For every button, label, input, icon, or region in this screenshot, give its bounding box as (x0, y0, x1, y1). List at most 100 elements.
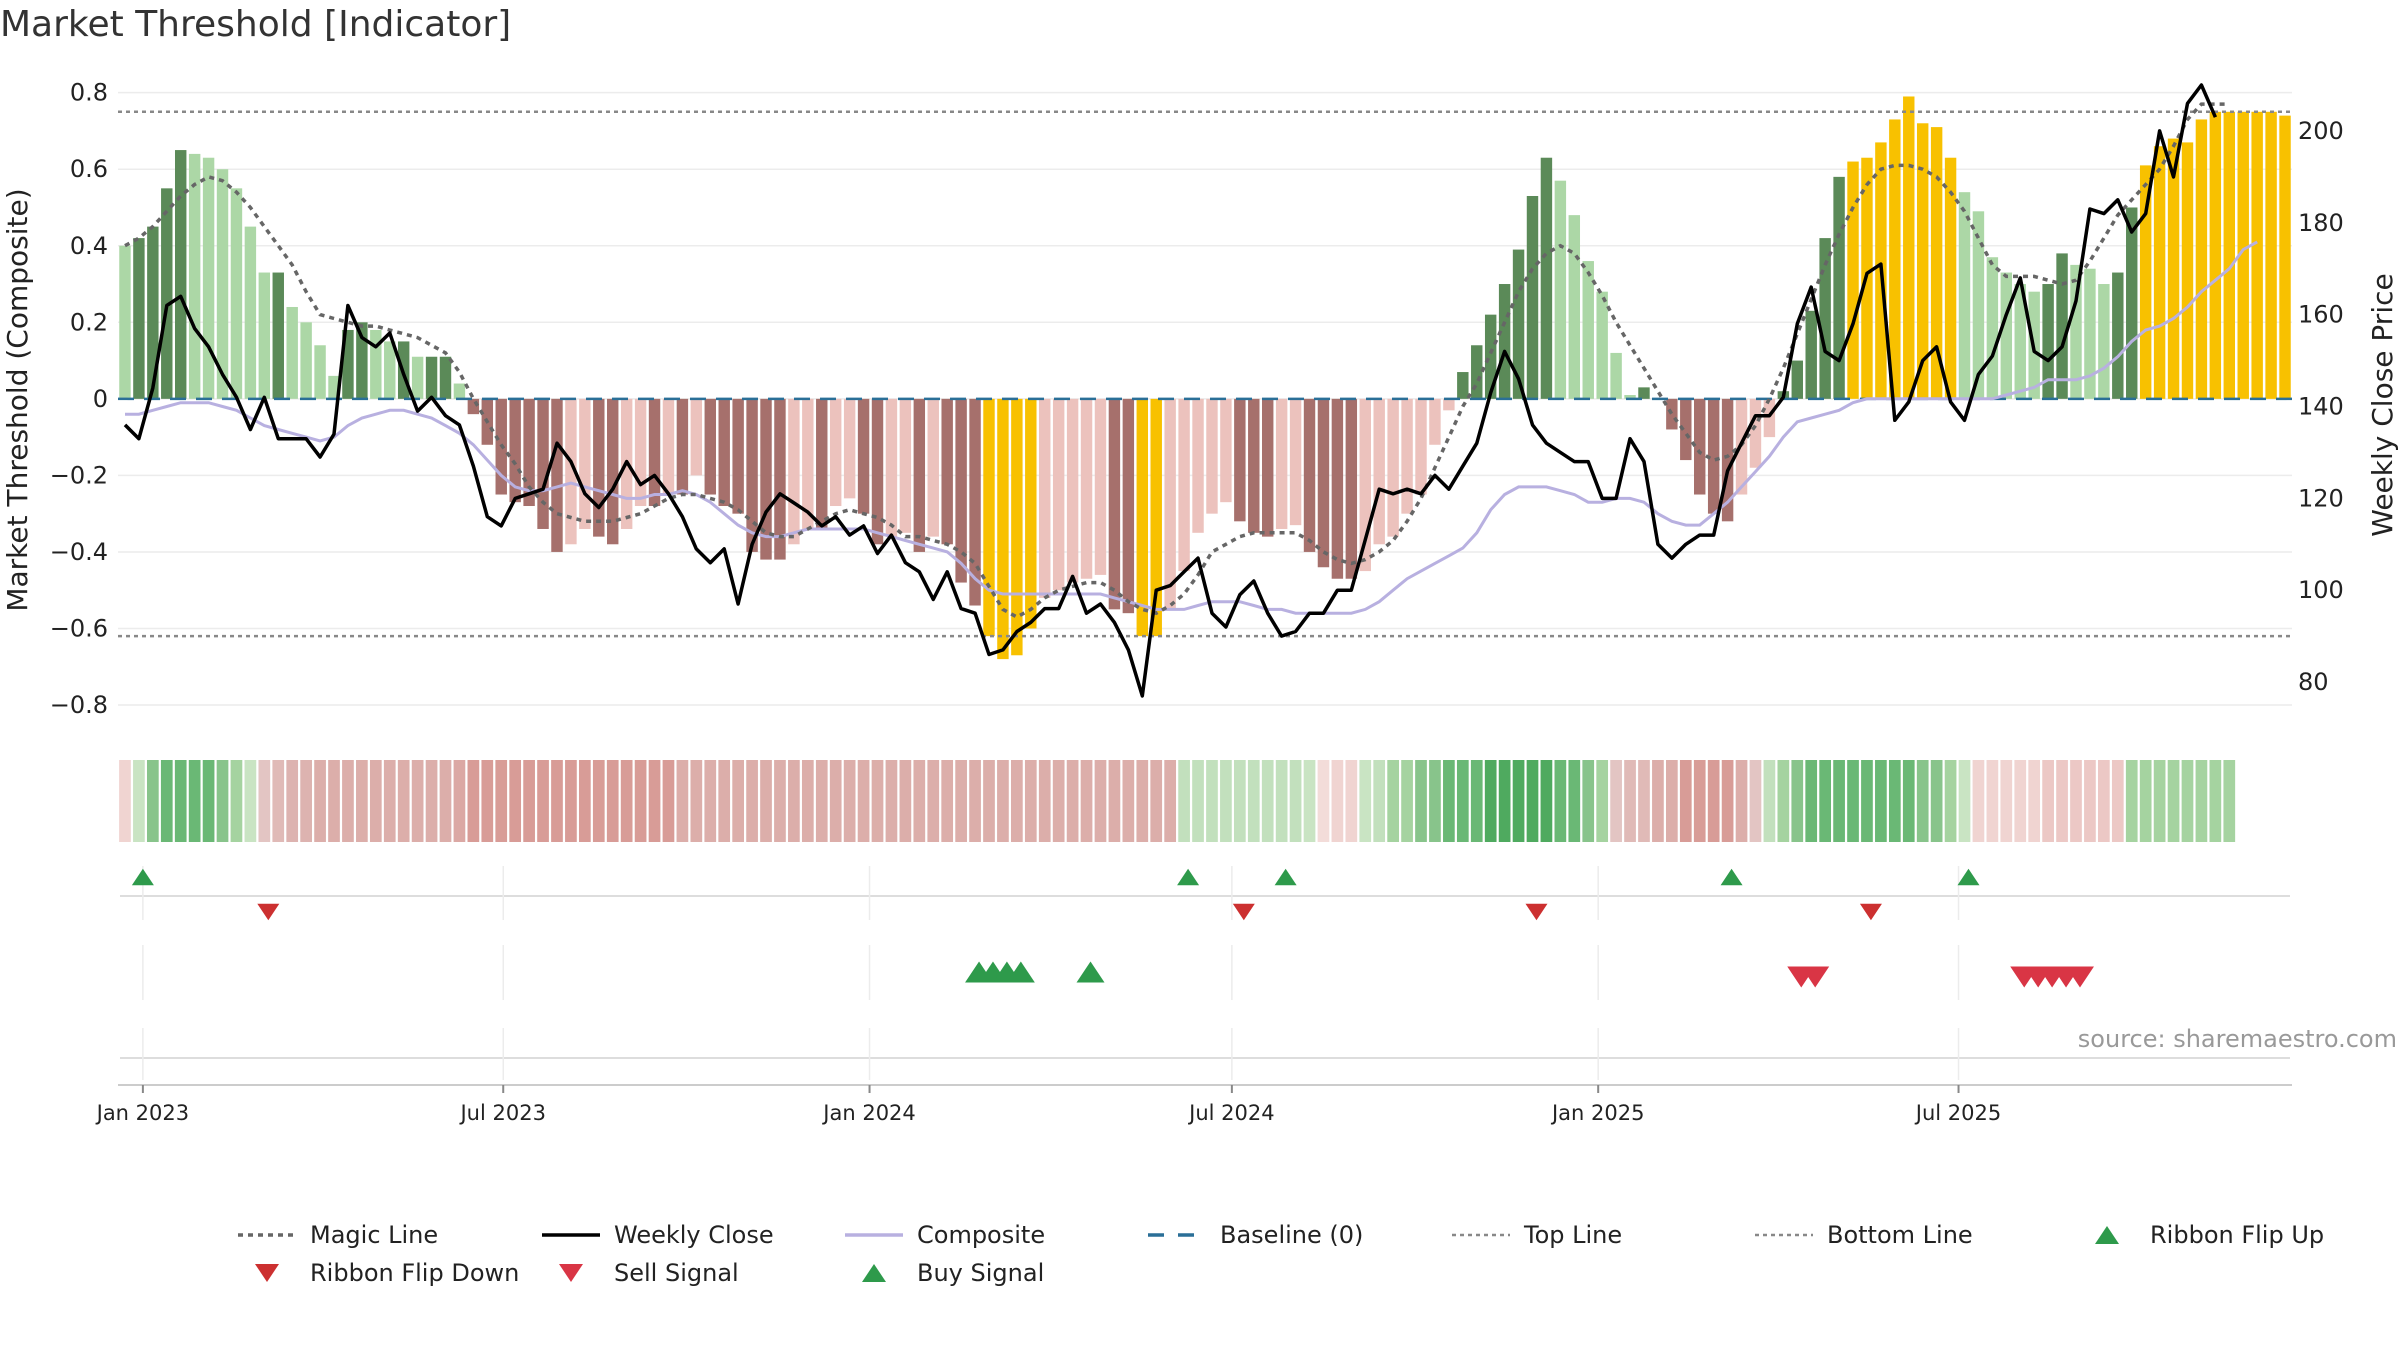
ribbon-cell (1554, 760, 1567, 842)
y-tick-left: −0.2 (50, 461, 108, 489)
legend-item: Top Line (1452, 1221, 1622, 1249)
ribbon-cell (1359, 760, 1372, 842)
bars-layer (119, 96, 2291, 660)
ribbon-cell (356, 760, 368, 842)
ribbon-cell (2042, 760, 2054, 842)
legend-label: Composite (917, 1221, 1045, 1249)
ribbon-cell (146, 760, 159, 842)
composite-bar (2209, 111, 2222, 399)
ribbon-cell (244, 760, 257, 842)
composite-bar (802, 398, 814, 529)
composite-bar (2167, 138, 2180, 399)
y-tick-right: 200 (2298, 117, 2344, 145)
ribbon-cell (467, 760, 480, 842)
ribbon-cell (2125, 760, 2138, 842)
date-tick-label: Jul 2024 (1187, 1101, 1274, 1125)
ribbon-cell (2014, 760, 2027, 842)
ribbon-cell (551, 760, 563, 842)
composite-bar (1415, 398, 1427, 495)
y-tick-left: −0.4 (50, 538, 108, 566)
composite-bar (2070, 264, 2082, 399)
ribbon-cell (1986, 760, 1999, 842)
legend-label: Weekly Close (614, 1221, 774, 1249)
ribbon-cell (676, 760, 689, 842)
ribbon-cell (1624, 760, 1636, 842)
ribbon-cell (1484, 760, 1497, 842)
date-tick-label: Jul 2025 (1914, 1101, 2001, 1125)
composite-bar (1164, 398, 1176, 610)
ribbon-cell (774, 760, 786, 842)
ribbon-cell (606, 760, 619, 842)
composite-bar (1958, 192, 1971, 399)
ribbon-cell (969, 760, 981, 842)
legend-item: Baseline (0) (1148, 1221, 1363, 1249)
composite-bar (760, 398, 772, 560)
ribbon-cell (1303, 760, 1316, 842)
ribbon-cell (1456, 760, 1469, 842)
composite-bar (147, 226, 159, 399)
ribbon-cell (537, 760, 549, 842)
ribbon-cell (1540, 760, 1553, 842)
ribbon-cell (1443, 760, 1455, 842)
ribbon-cell (857, 760, 870, 842)
ribbon-cell (383, 760, 396, 842)
composite-bar (537, 398, 549, 529)
composite-bar (579, 398, 591, 529)
ribbon-cell (2153, 760, 2166, 842)
composite-bar (467, 398, 480, 415)
composite-bar (1220, 398, 1232, 503)
ribbon-cell (578, 760, 591, 842)
composite-bar (1387, 398, 1399, 537)
y-tick-left: −0.6 (50, 614, 108, 642)
ribbon-flip-up-marker (1720, 868, 1743, 886)
ribbon-cell (2223, 760, 2236, 842)
composite-bar (1192, 398, 1204, 533)
composite-bar (2000, 272, 2013, 399)
composite-bar (1025, 398, 1037, 629)
y-tick-right: 80 (2298, 668, 2329, 696)
legend-item: Composite (845, 1221, 1045, 1249)
composite-bar (1303, 398, 1316, 552)
ribbon-cell (899, 760, 912, 842)
weekly-close-line (123, 83, 2218, 698)
composite-bar (119, 245, 131, 399)
legend-label: Sell Signal (614, 1259, 739, 1287)
composite-bar (1512, 249, 1525, 399)
y-tick-left: 0.2 (70, 308, 108, 336)
ribbon-cell (1791, 760, 1804, 842)
y-tick-left: 0.6 (70, 155, 108, 183)
ribbon-cell (495, 760, 508, 842)
composite-bar (1331, 398, 1344, 579)
composite-bar (1638, 387, 1650, 399)
ribbon-cell (411, 760, 424, 842)
ribbon-cell (1317, 760, 1330, 842)
composite-bar (1248, 398, 1260, 533)
legend-label: Ribbon Flip Down (310, 1259, 519, 1287)
composite-bar (1554, 180, 1567, 399)
composite-bar (286, 306, 298, 399)
y-tick-left: 0 (93, 385, 108, 413)
composite-bar (216, 169, 229, 399)
ribbon-cell (1972, 760, 1985, 842)
legend-label: Baseline (0) (1220, 1221, 1363, 1249)
composite-bar (1889, 119, 1901, 399)
composite-bar (1289, 398, 1302, 526)
composite-bar (1666, 398, 1678, 430)
ribbon-cell (2181, 760, 2194, 842)
ribbon-cell (565, 760, 577, 842)
legend-label: Bottom Line (1827, 1221, 1973, 1249)
ribbon-cell (1721, 760, 1734, 842)
ribbon-cell (1164, 760, 1177, 842)
ribbon-cell (1819, 760, 1832, 842)
ribbon-cell (1777, 760, 1790, 842)
sell-signal-marker (2065, 966, 2094, 988)
composite-bar (230, 188, 243, 399)
ribbon-cell (1220, 760, 1232, 842)
composite-bar (2223, 111, 2236, 399)
composite-bar (1345, 398, 1358, 579)
composite-bar (1833, 176, 1845, 399)
composite-bar (2139, 165, 2152, 399)
composite-bar (384, 341, 396, 399)
ribbon-cell (2028, 760, 2041, 842)
composite-bar (1401, 398, 1413, 514)
